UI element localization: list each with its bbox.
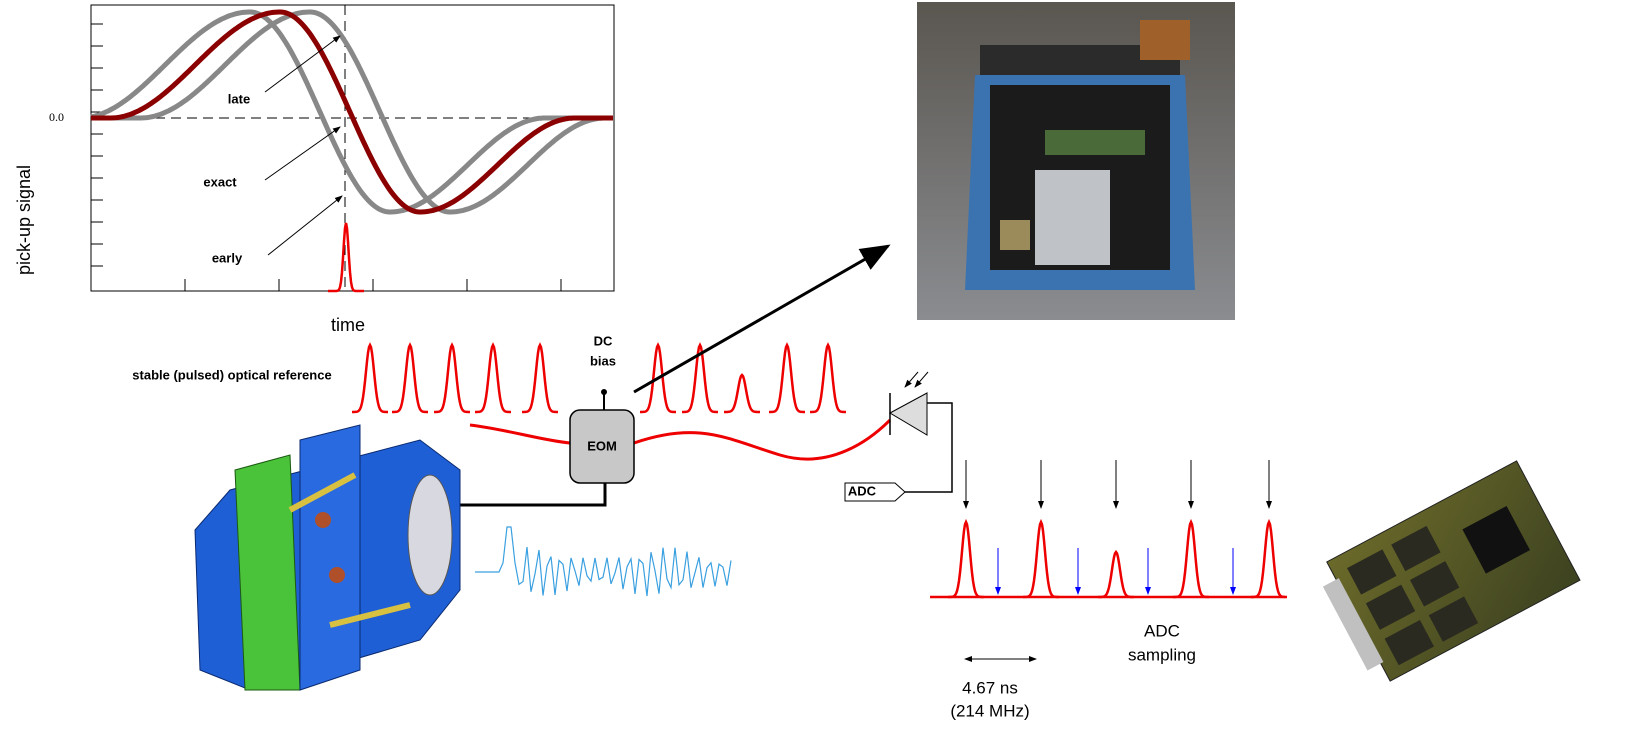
pulse [392,342,428,414]
pulse [475,342,511,414]
sampling-label: sampling [1128,645,1196,664]
arrow [264,126,341,181]
signal-plot: 0.0 pick-up signal time late exact early [14,4,615,335]
pulse [724,373,760,414]
annotation: early [212,250,243,265]
wire [905,402,953,493]
adc-connector [844,482,906,502]
photodiode [888,392,928,436]
eom-label: EOM [587,438,617,453]
fiber [469,423,571,445]
cable [440,483,607,507]
reference-label: stable (pulsed) optical reference [132,367,331,382]
signal-curve [91,9,613,215]
pulse [1173,518,1209,599]
signal-curve [91,9,613,215]
pulse [434,342,470,414]
arrow [267,195,343,256]
dc-bias-label: bias [590,353,616,368]
photo [917,2,1235,320]
sample-arrows [963,460,1272,595]
measured-waveform [475,526,732,597]
sampling-label: ADC [1144,621,1180,640]
pulse [1023,518,1059,599]
pulse [640,342,676,414]
y-axis-label: pick-up signal [14,165,34,275]
bias-pin [601,389,607,395]
pulse [682,342,718,414]
x-axis-label: time [331,315,365,335]
pulse [769,342,805,414]
pulse [810,342,846,414]
eom-box [569,409,635,484]
light [914,371,929,388]
dc-bias-label: DC [594,333,613,348]
signal-curve [90,9,613,215]
pulse [1098,549,1134,599]
cavity-drawing [194,424,461,691]
period-label: (214 MHz) [950,701,1029,720]
pulse [328,222,364,293]
light [904,371,919,388]
pulse [522,342,558,414]
annotation: exact [203,174,237,189]
pulse [948,518,984,599]
period-label: 4.67 ns [962,678,1018,697]
plot-frame [90,4,615,292]
arrow [264,35,341,93]
pointer-arrow [633,244,891,394]
pulse [1251,518,1287,599]
fiber [633,418,892,461]
pulse [352,342,388,414]
annotation: late [228,91,250,106]
adc-board [1322,460,1581,682]
zero-label: 0.0 [49,110,64,124]
adc-label: ADC [848,483,877,498]
